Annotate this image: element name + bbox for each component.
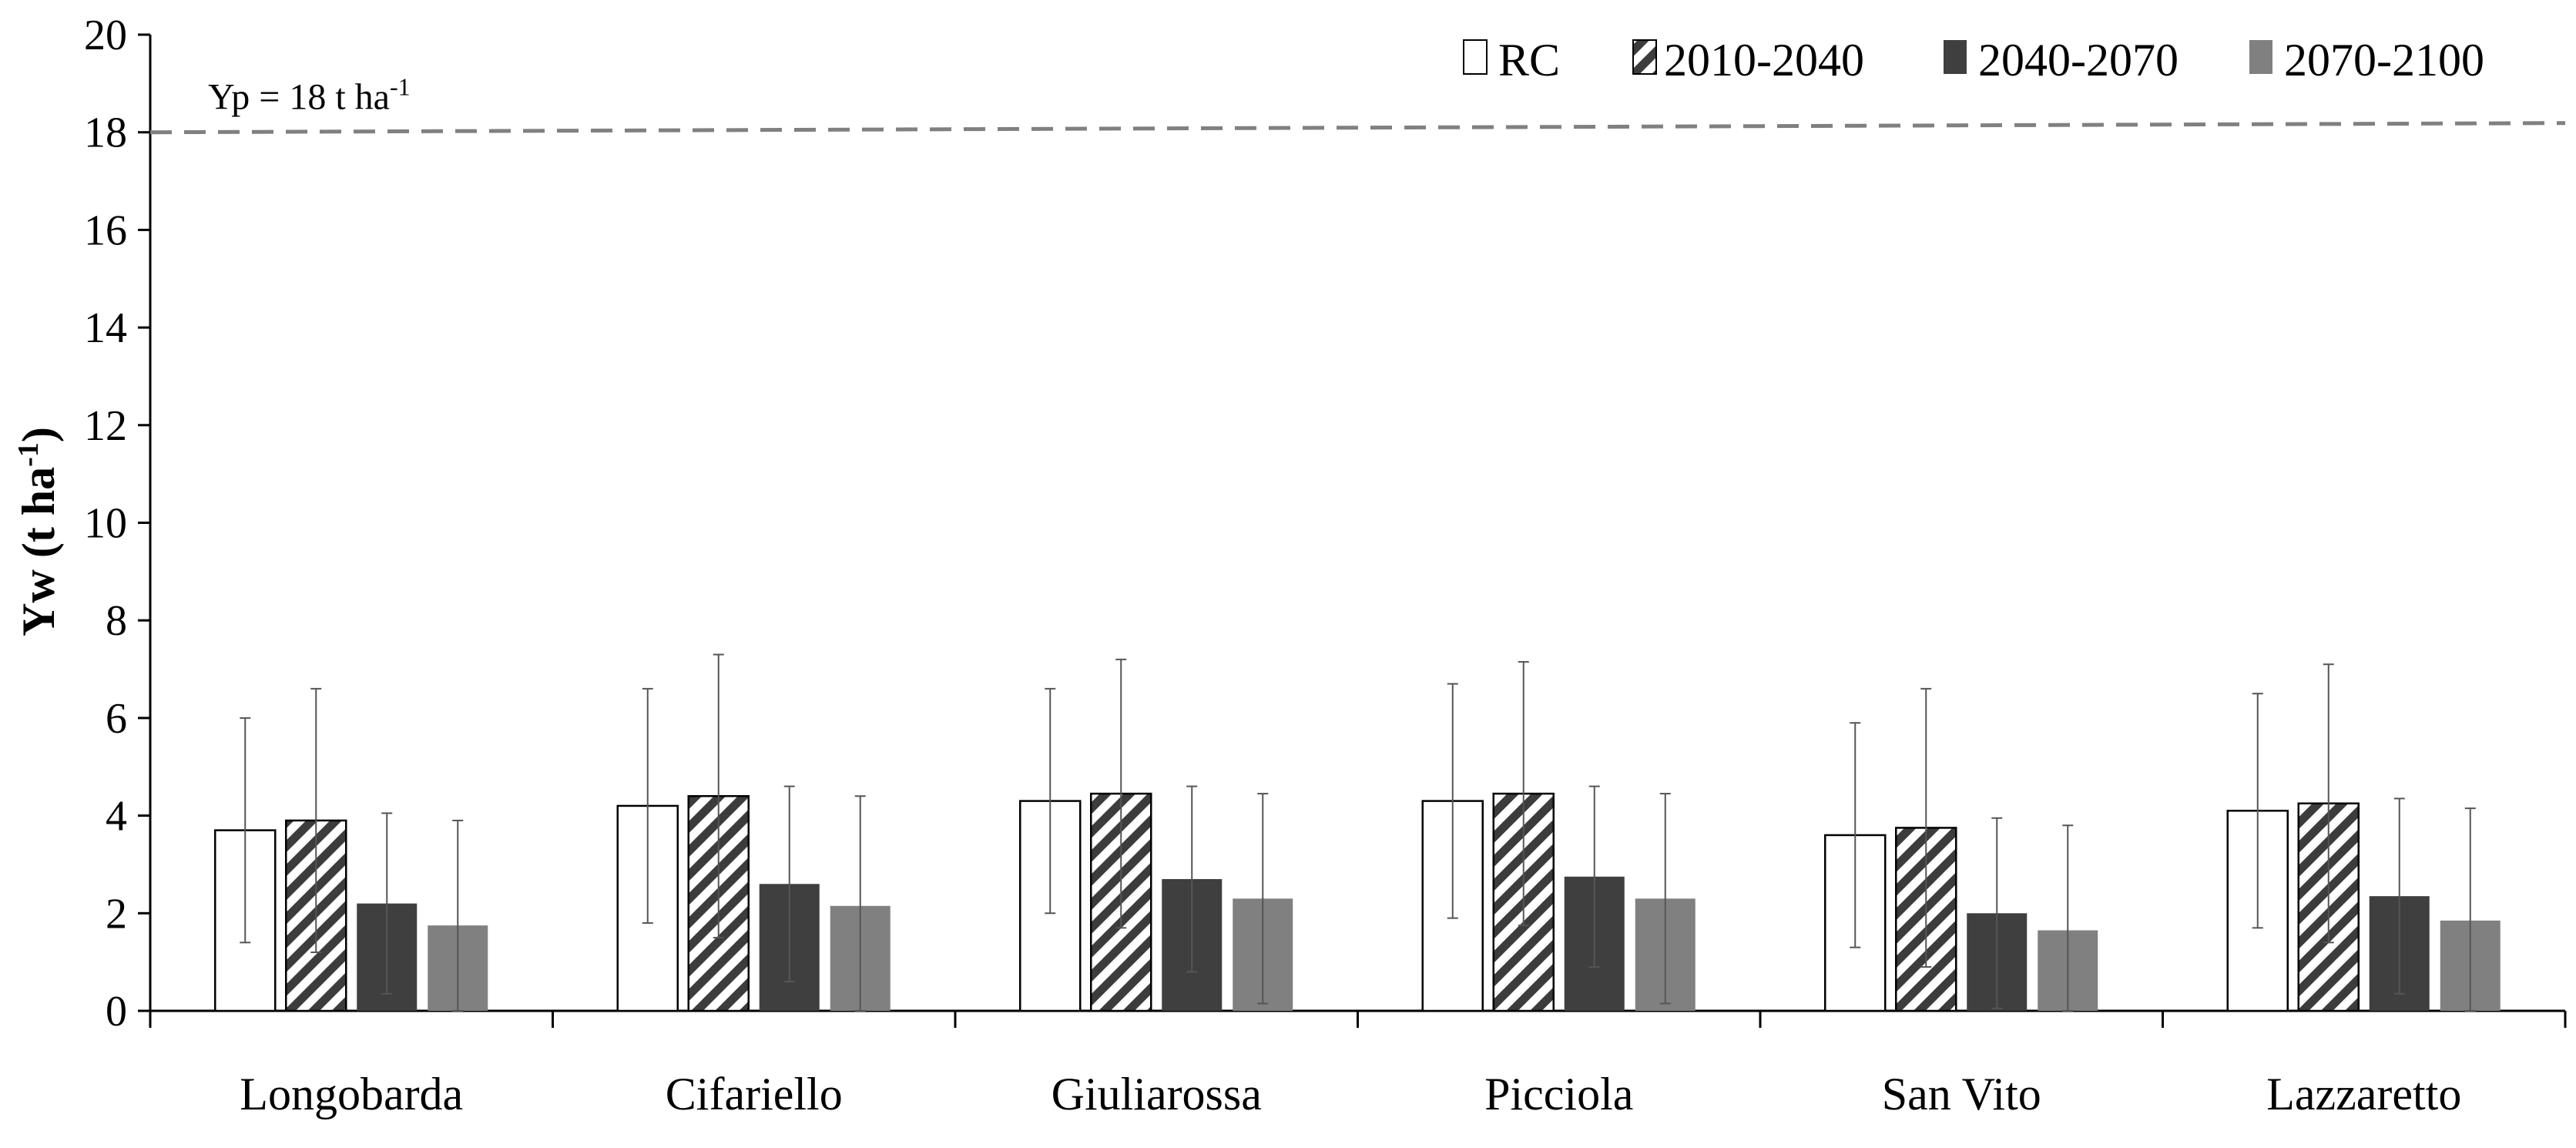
reference-line-label: Yp = 18 t ha-1 <box>208 73 411 118</box>
legend-swatch-rc <box>1463 39 1488 75</box>
legend-label-2040-2070: 2040-2070 <box>1978 35 2179 86</box>
y-tick-label: 14 <box>84 304 127 352</box>
y-tick-label: 6 <box>106 695 127 743</box>
y-tick-label: 18 <box>84 109 127 157</box>
y-tick-label: 8 <box>106 597 127 645</box>
category-label: Longobarda <box>240 1069 463 1119</box>
y-tick-label: 10 <box>84 500 127 548</box>
category-label: Cifariello <box>666 1069 843 1119</box>
category-label: San Vito <box>1882 1069 2041 1119</box>
legend-swatch-2040-2070 <box>1944 40 1967 74</box>
y-tick-label: 20 <box>84 12 127 59</box>
y-tick-label: 0 <box>106 988 127 1036</box>
category-label: Lazzaretto <box>2266 1069 2461 1119</box>
legend-swatch-2010-2040 <box>1632 39 1657 75</box>
legend-label-rc: RC <box>1498 35 1560 86</box>
reference-line <box>149 121 2566 135</box>
y-tick-label: 12 <box>84 402 127 450</box>
legend-label-2010-2040: 2010-2040 <box>1664 35 1864 86</box>
legend-swatch-2070-2100 <box>2249 40 2272 74</box>
category-label: Picciola <box>1484 1069 1633 1119</box>
y-tick-label: 2 <box>106 890 127 938</box>
category-label: Giuliarossa <box>1052 1069 1262 1119</box>
legend: RC 2010-2040 2040-2070 2070-2100 <box>1463 35 2484 86</box>
legend-label-2070-2100: 2070-2100 <box>2284 35 2484 86</box>
y-axis-label: Yw (t ha-1) <box>12 427 64 636</box>
y-tick-label: 16 <box>84 206 127 254</box>
y-tick-label: 4 <box>106 793 127 841</box>
